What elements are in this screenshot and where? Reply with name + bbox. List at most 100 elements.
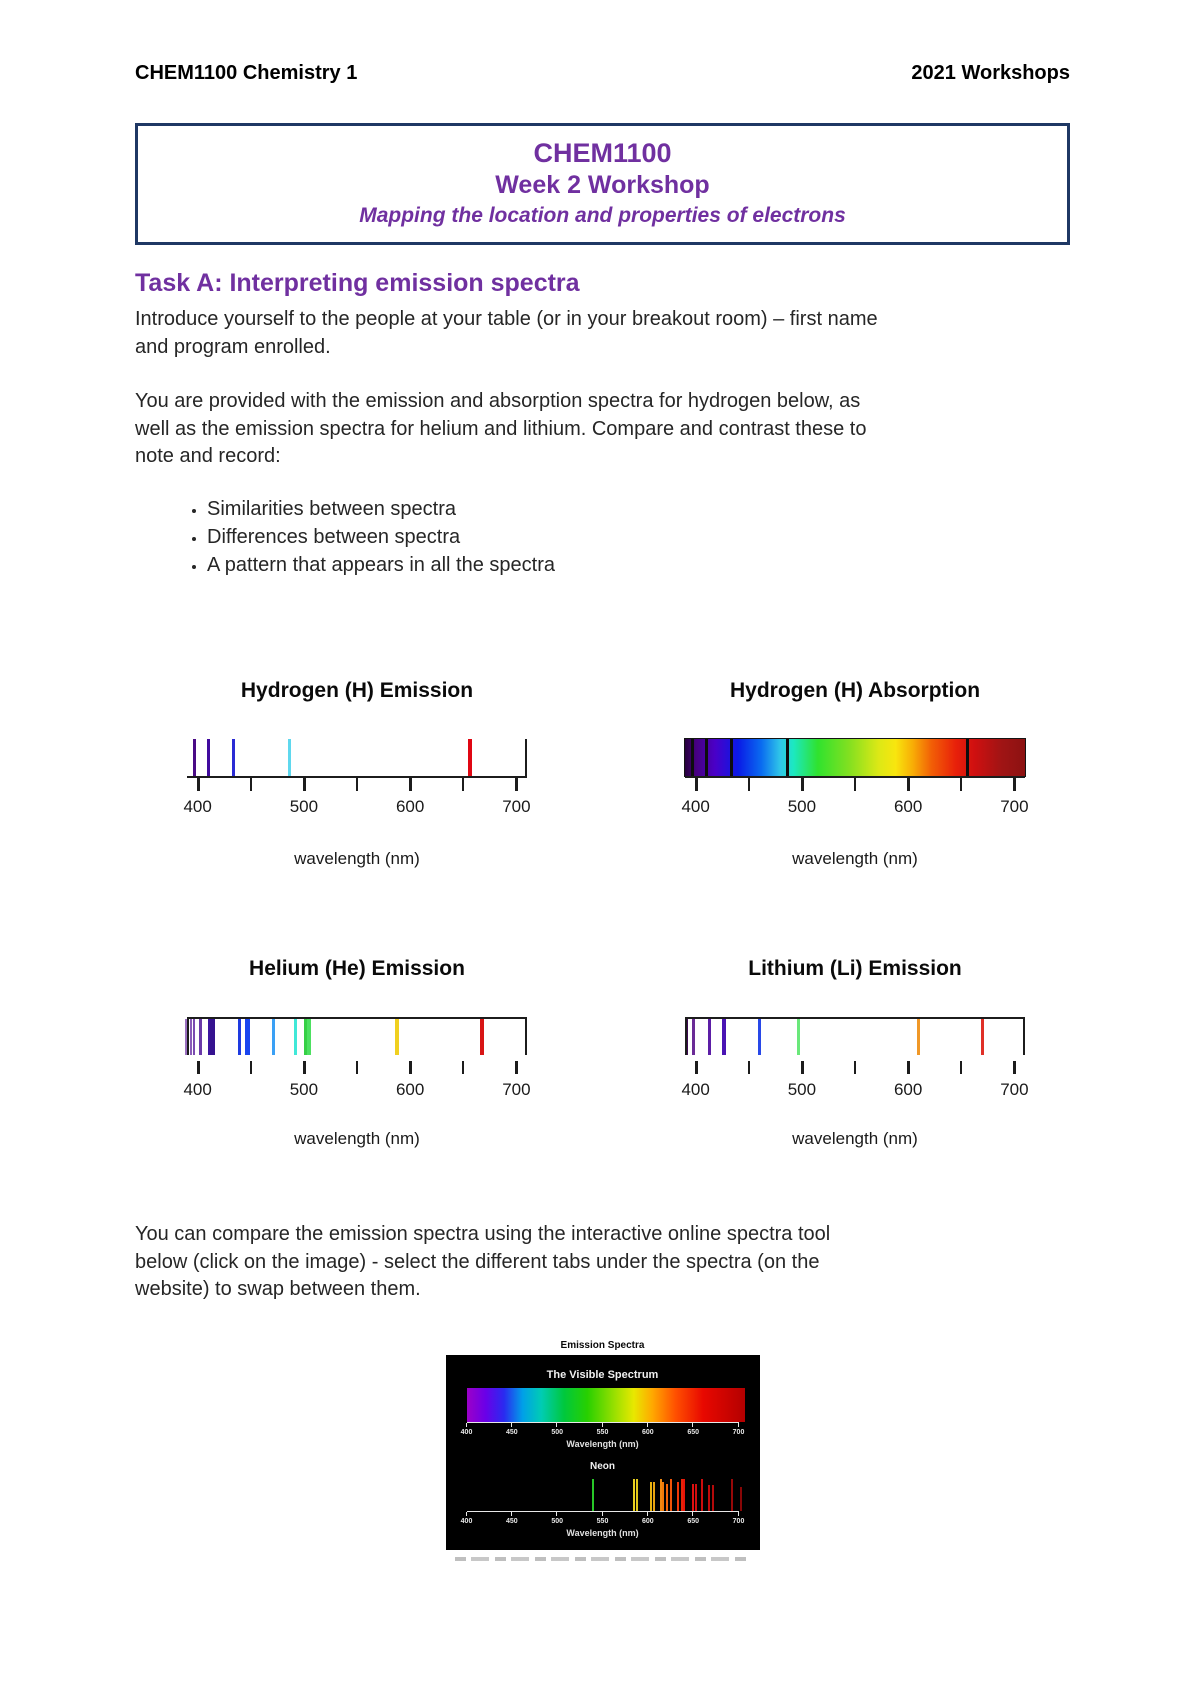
chart-xlabel: wavelength (nm) <box>294 848 420 868</box>
tick-label: 700 <box>502 796 531 816</box>
inset-title: Emission Spectra <box>560 1339 645 1351</box>
axis-tick <box>747 1060 750 1074</box>
axis-tick <box>356 1060 358 1074</box>
spectral-line <box>757 1018 761 1055</box>
axis-end-cap <box>1023 1016 1025 1055</box>
tick-label: 600 <box>893 796 923 816</box>
task-a-heading: Task A: Interpreting emission spectra <box>135 269 580 297</box>
axis-tick <box>465 1511 467 1516</box>
tick-label: 500 <box>787 796 817 816</box>
bullet-similarities: Similarities between spectra <box>207 495 1070 523</box>
tick-label: 500 <box>787 1079 817 1099</box>
axis-line <box>466 1510 739 1512</box>
axis-tick <box>515 1060 519 1074</box>
spectral-line <box>592 1478 595 1511</box>
axis-line <box>685 1016 1025 1019</box>
axis-line <box>466 1421 739 1423</box>
absorption-line <box>704 738 708 776</box>
spectral-line <box>659 1478 662 1511</box>
tick-label: 700 <box>502 1079 531 1099</box>
chart-xlabel: wavelength (nm) <box>792 848 918 868</box>
spectral-line <box>701 1478 704 1511</box>
spectral-line <box>692 1483 695 1511</box>
neon-title: Neon <box>590 1460 615 1472</box>
tick-label: 700 <box>732 1517 745 1525</box>
spectral-line <box>670 1478 673 1511</box>
absorption-line <box>690 738 694 776</box>
spectral-line <box>722 1018 727 1055</box>
workshop-title: Week 2 Workshop <box>495 171 710 199</box>
spectral-line <box>797 1018 801 1055</box>
axis-tick <box>800 1060 804 1074</box>
tick-label: 600 <box>395 796 425 816</box>
tick-label: 400 <box>183 1079 212 1099</box>
axis-tick <box>694 777 698 791</box>
spectral-line <box>707 1018 711 1055</box>
axis-tick <box>302 1060 306 1074</box>
axis-tick <box>692 1422 694 1427</box>
axis-line <box>685 775 1025 778</box>
axis-tick <box>737 1511 739 1516</box>
spectral-line <box>917 1018 921 1055</box>
axis-tick <box>510 1511 512 1516</box>
hydrogen-absorption-plot: 400 500 600 700 <box>681 737 1029 821</box>
spectral-line <box>981 1018 984 1055</box>
spectral-line <box>662 1481 665 1511</box>
lithium-emission-plot: 400 500 600 700 <box>681 1016 1029 1101</box>
tick-label: 400 <box>681 796 710 816</box>
axis-tick <box>462 777 465 791</box>
axis-tick <box>196 1060 200 1074</box>
axis-tick <box>515 777 519 791</box>
header-year: 2021 Workshops <box>911 62 1070 84</box>
axis-tick <box>249 1060 252 1074</box>
axis-end-cap <box>187 1016 189 1055</box>
axis-end-cap <box>525 738 527 776</box>
tick-label: 600 <box>893 1079 923 1099</box>
workshop-subtitle: Mapping the location and properties of e… <box>359 204 846 227</box>
axis-tick <box>747 777 750 791</box>
spectral-line <box>694 1483 697 1511</box>
chart-title: Helium (He) Emission <box>249 956 465 980</box>
spectral-line <box>287 738 291 776</box>
axis-tick <box>556 1511 558 1516</box>
task-bullet-list: Similarities between spectra Differences… <box>135 495 1070 579</box>
helium-emission-plot: 400 500 600 700 <box>183 1016 531 1101</box>
spectral-line <box>480 1018 485 1055</box>
spectral-line <box>271 1018 275 1055</box>
axis-end-cap <box>525 1016 527 1055</box>
chart-xlabel: wavelength (nm) <box>792 1128 918 1148</box>
spectral-line <box>467 738 472 776</box>
spectral-line <box>649 1481 652 1511</box>
hydrogen-emission-plot: 400 500 600 700 <box>183 738 531 821</box>
spectra-tool-image[interactable]: Emission Spectra The Visible Spectrum 40… <box>445 1339 760 1561</box>
tick-label: 400 <box>460 1428 473 1436</box>
header-course: CHEM1100 Chemistry 1 <box>135 62 358 84</box>
tick-label: 650 <box>687 1428 699 1436</box>
image-caption-illegible <box>454 1556 751 1561</box>
spectral-line <box>293 1018 297 1055</box>
absorption-line <box>966 738 970 776</box>
visible-spectrum-title: The Visible Spectrum <box>546 1368 659 1381</box>
spectral-line <box>692 1018 695 1055</box>
chart-title: Hydrogen (H) Emission <box>240 678 474 702</box>
spectral-line <box>635 1478 638 1511</box>
spectral-line <box>676 1481 679 1511</box>
axis-tick <box>907 1060 911 1074</box>
axis-tick <box>249 777 252 791</box>
spectral-line <box>206 738 210 776</box>
intro-paragraph: Introduce yourself to the people at your… <box>135 308 878 358</box>
axis-tick <box>694 1060 698 1074</box>
tick-label: 700 <box>1000 1079 1029 1099</box>
chart-hydrogen-absorption: Hydrogen (H) Absorption 400 500 600 700 wav… <box>681 679 1029 869</box>
axis-tick <box>1013 1060 1017 1074</box>
axis-tick <box>960 1060 963 1074</box>
tick-label: 500 <box>551 1517 563 1525</box>
spectral-line <box>210 1018 215 1055</box>
spectral-line <box>237 1018 241 1055</box>
chart-helium-emission: Helium (He) Emission 400 500 600 700 wavele… <box>183 956 531 1149</box>
document-page: CHEM1100 Chemistry 1 2021 Workshops CHEM… <box>0 0 1200 1561</box>
tick-label: 500 <box>551 1428 563 1436</box>
tick-label: 450 <box>505 1517 518 1525</box>
tick-label: 700 <box>732 1428 745 1436</box>
axis-tick <box>737 1422 739 1427</box>
